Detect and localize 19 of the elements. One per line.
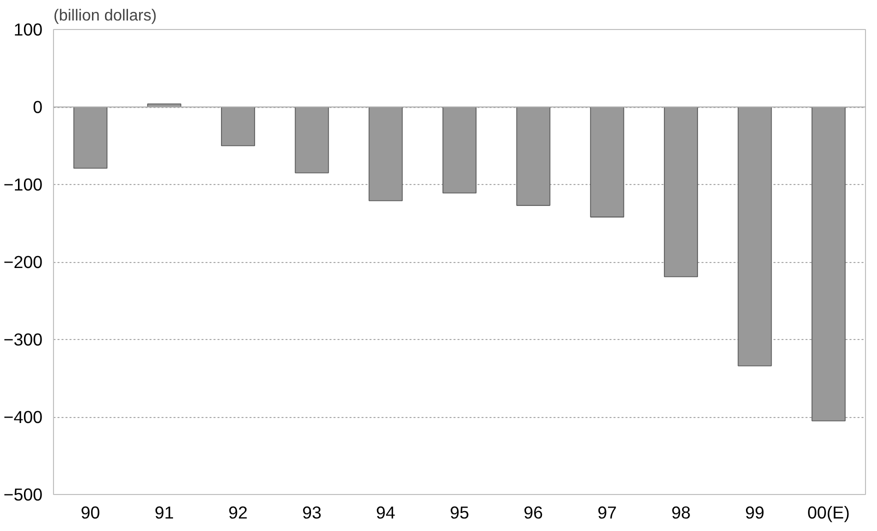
x-tick-label: 92 xyxy=(228,502,248,522)
y-tick-label: −200 xyxy=(3,252,42,272)
x-tick-label: 97 xyxy=(598,502,617,522)
y-tick-label: −500 xyxy=(3,484,42,504)
x-tick-label: 90 xyxy=(80,502,100,522)
y-tick-label: −300 xyxy=(3,330,42,350)
x-tick-label: 99 xyxy=(745,502,764,522)
x-tick-label: 93 xyxy=(302,502,322,522)
y-axis-title: (billion dollars) xyxy=(54,8,157,24)
x-tick-label: 96 xyxy=(524,502,543,522)
x-tick-label: 95 xyxy=(450,502,470,522)
y-tick-label: −100 xyxy=(3,174,42,194)
x-tick-label: 91 xyxy=(154,502,174,522)
y-tick-label: 0 xyxy=(32,97,43,117)
y-tick-label: −400 xyxy=(3,407,42,427)
y-tick-label: 100 xyxy=(14,20,43,40)
x-tick-label: 00(E) xyxy=(807,502,850,522)
x-tick-label: 98 xyxy=(671,502,691,522)
x-tick-label: 94 xyxy=(376,502,396,522)
